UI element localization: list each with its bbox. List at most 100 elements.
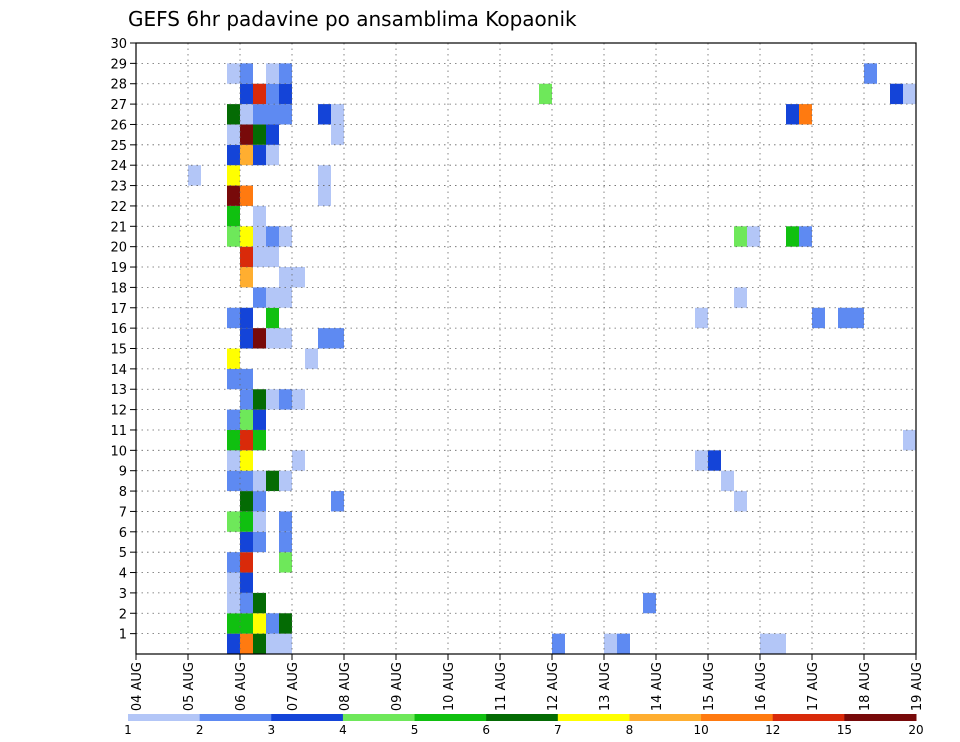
heatmap-cell	[279, 389, 292, 410]
heatmap-cell	[851, 307, 864, 329]
heatmap-cell	[331, 328, 344, 349]
heatmap-cell	[188, 165, 201, 186]
x-tick-label: 17 AUG	[806, 662, 821, 711]
heatmap-cell	[227, 185, 240, 206]
x-tick-label: 05 AUG	[182, 662, 197, 711]
heatmap-cell	[240, 368, 253, 390]
heatmap-cell	[253, 592, 266, 614]
heatmap-cell	[240, 185, 253, 206]
grid-lines	[136, 43, 916, 654]
heatmap-cell	[253, 328, 266, 349]
heatmap-cell	[331, 104, 344, 125]
heatmap-cell	[799, 104, 812, 125]
x-tick-label: 13 AUG	[598, 662, 613, 711]
heatmap-cell	[812, 307, 825, 329]
heatmap-cell	[227, 368, 240, 390]
heatmap-cell	[253, 83, 266, 105]
heatmap-cell	[266, 613, 279, 634]
colorbar-swatch	[557, 714, 630, 721]
heatmap-cell	[279, 226, 292, 247]
heatmap-cell	[318, 104, 331, 125]
heatmap-cell	[266, 246, 279, 268]
y-tick-label: 7	[119, 505, 127, 520]
heatmap-cell	[279, 104, 292, 125]
heatmap-cell	[227, 348, 240, 369]
y-tick-label: 3	[119, 587, 127, 602]
x-tick-label: 16 AUG	[754, 662, 769, 711]
colorbar-swatch	[701, 714, 774, 721]
heatmap-cell	[604, 633, 617, 654]
heatmap-cell	[240, 429, 253, 451]
heatmap-cell	[227, 552, 240, 573]
heatmap-cell	[253, 246, 266, 268]
x-tick-label: 08 AUG	[338, 662, 353, 711]
heatmap-cell	[266, 144, 279, 166]
heatmap-cell	[266, 470, 279, 492]
heatmap-cell	[253, 226, 266, 247]
heatmap-cell	[240, 124, 253, 145]
colorbar-swatch	[128, 714, 201, 721]
x-tick-label: 06 AUG	[234, 662, 249, 711]
heatmap-cell	[864, 63, 877, 84]
y-tick-label: 29	[110, 57, 127, 72]
heatmap-cell	[786, 104, 799, 125]
x-tick-label: 04 AUG	[130, 662, 145, 711]
y-tick-label: 22	[110, 200, 127, 215]
heatmap-cell	[643, 592, 656, 614]
x-tick-label: 10 AUG	[442, 662, 457, 711]
heatmap-cell	[240, 63, 253, 84]
heatmap-cell	[734, 226, 747, 247]
heatmap-cell	[279, 613, 292, 634]
heatmap-cell	[799, 226, 812, 247]
heatmap-cell	[747, 226, 760, 247]
heatmap-cell	[318, 328, 331, 349]
colorbar-swatch	[486, 714, 559, 721]
heatmap-cell	[227, 572, 240, 593]
heatmap-cell	[240, 267, 253, 288]
colorbar-label: 6	[482, 723, 490, 737]
heatmap-cell	[305, 348, 318, 369]
heatmap-cell	[227, 592, 240, 614]
heatmap-cell	[240, 246, 253, 268]
heatmap-cell	[253, 633, 266, 654]
y-tick-label: 27	[110, 98, 127, 113]
heatmap-cell	[240, 104, 253, 125]
heatmap-cell	[266, 104, 279, 125]
heatmap-cell	[292, 267, 305, 288]
heatmap-cell	[240, 144, 253, 166]
heatmap-cell	[318, 165, 331, 186]
y-tick-label: 9	[119, 465, 127, 480]
heatmap-cell	[240, 450, 253, 471]
heatmap-cell	[266, 226, 279, 247]
x-tick-label: 09 AUG	[390, 662, 405, 711]
heatmap-cell	[266, 307, 279, 329]
heatmap-cell	[708, 450, 721, 471]
heatmap-cell	[240, 572, 253, 593]
heatmap-cell	[253, 124, 266, 145]
heatmap-cell	[240, 592, 253, 614]
colorbar-swatch	[844, 714, 917, 721]
heatmap-cell	[279, 83, 292, 105]
heatmap-cell	[253, 429, 266, 451]
colorbar-label: 8	[626, 723, 634, 737]
y-tick-label: 4	[119, 567, 127, 582]
heatmap-cell	[227, 470, 240, 492]
colorbar-swatch	[772, 714, 845, 721]
heatmap-cell	[240, 226, 253, 247]
y-tick-label: 24	[110, 159, 127, 174]
heatmap-cell	[890, 83, 903, 105]
y-tick-label: 10	[110, 444, 127, 459]
heatmap-cell	[903, 83, 916, 105]
y-tick-label: 6	[119, 526, 127, 541]
y-tick-label: 12	[110, 404, 127, 419]
heatmap-cell	[617, 633, 630, 654]
y-tick-label: 25	[110, 139, 127, 154]
y-tick-label: 18	[110, 281, 127, 296]
heatmap-cell	[292, 450, 305, 471]
heatmap-cell	[279, 633, 292, 654]
y-axis-ticks: 1234567891011121314151617181920212223242…	[110, 37, 136, 643]
heatmap-cell	[266, 389, 279, 410]
heatmap-cell	[240, 613, 253, 634]
heatmap-cell	[227, 450, 240, 471]
heatmap-cell	[240, 83, 253, 105]
